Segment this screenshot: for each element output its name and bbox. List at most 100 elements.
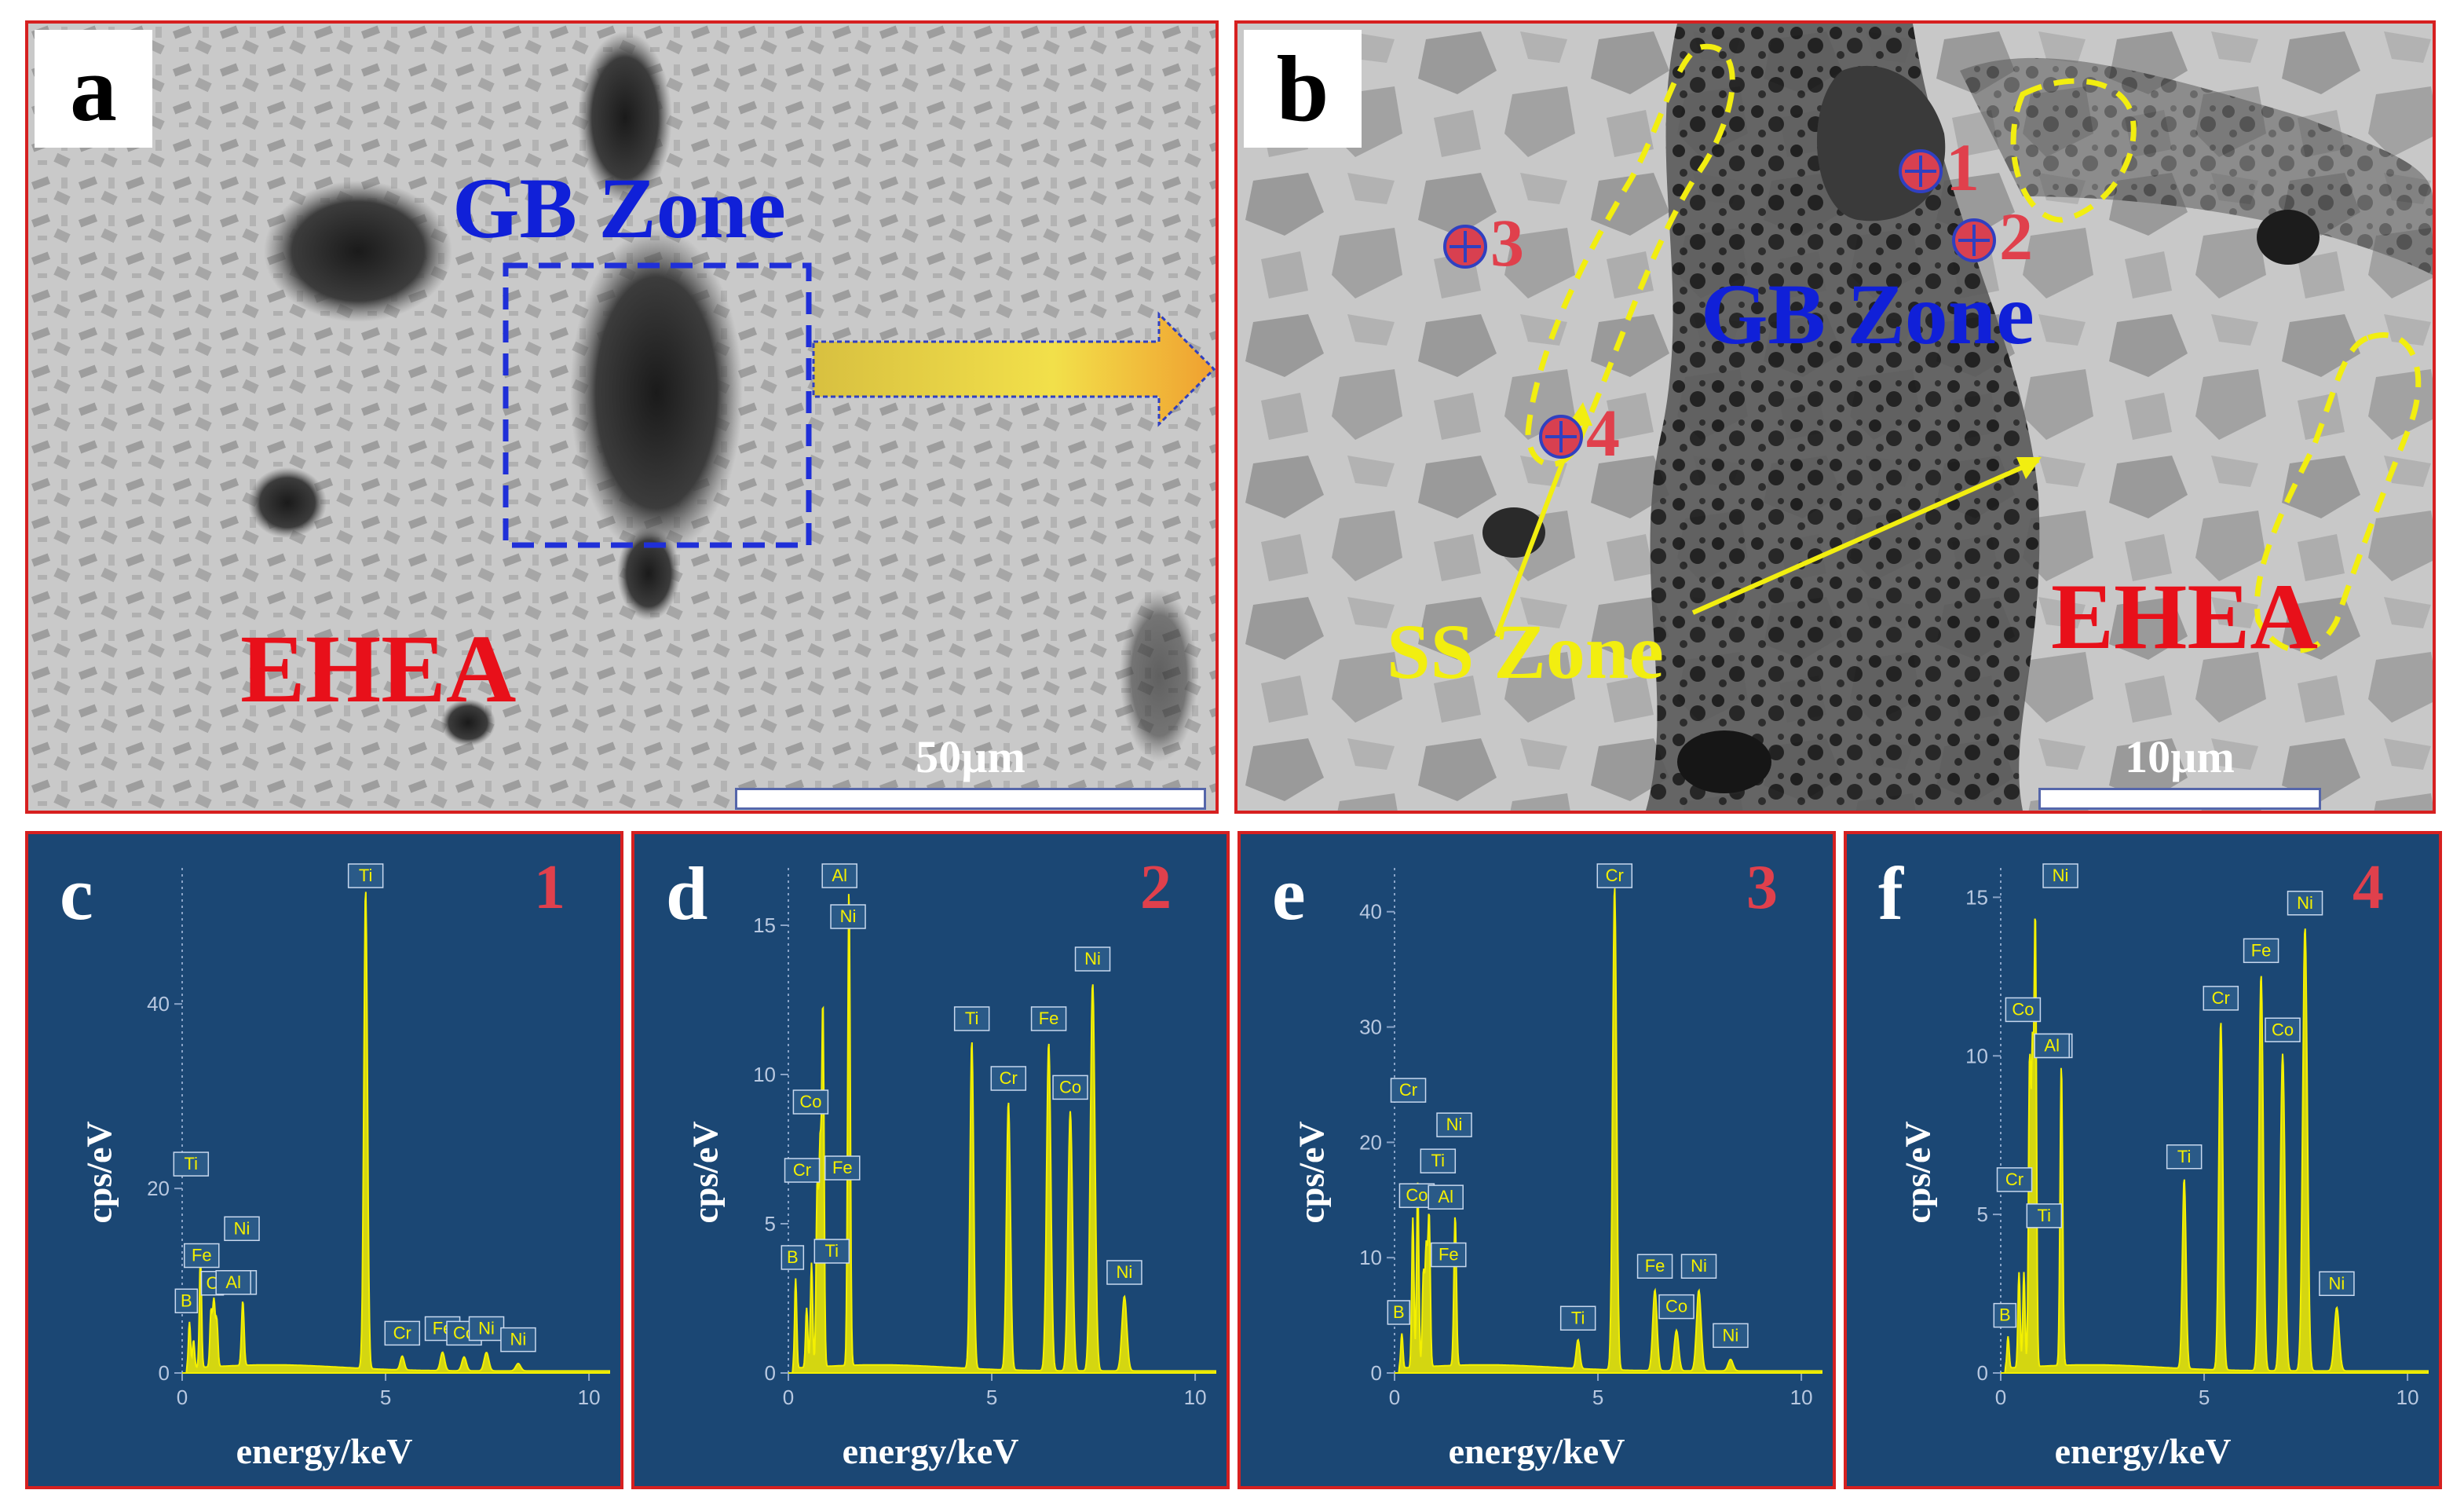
svg-text:Al: Al — [225, 1272, 241, 1292]
peak-label: Ni — [500, 1327, 536, 1353]
spot-number: 1 — [534, 853, 565, 922]
svg-text:Ti: Ti — [185, 1154, 199, 1173]
svg-text:B: B — [181, 1291, 192, 1310]
peak-label: Ni — [2319, 1271, 2355, 1296]
peak-label: Ni — [1106, 1260, 1142, 1285]
eds-spectrum-d: 0 5 10 15 0 5 10 B Ti Cr Fe Co Ni Al Ti Cr Fe Co Ni Ni d 2 … — [631, 831, 1230, 1489]
svg-text:Co: Co — [1406, 1185, 1428, 1205]
svg-text:Fe: Fe — [2251, 940, 2272, 960]
point-label: 3 — [1490, 205, 1524, 280]
y-tick-label: 0 — [1977, 1361, 1988, 1385]
peak-label: Co — [792, 1089, 829, 1115]
panel-letter-d: d — [666, 851, 708, 935]
y-tick-label: 0 — [1371, 1361, 1382, 1385]
peak-label: Al — [1428, 1184, 1464, 1210]
sem-panel-b: b 1 2 3 4 GB Zone SS Zone EHEA 10µm — [1234, 20, 2436, 814]
gb-zone-label-a: GB Zone — [452, 160, 786, 256]
spectrum-series — [182, 891, 610, 1374]
point-label: 4 — [1586, 395, 1620, 470]
svg-text:Ti: Ti — [1431, 1151, 1446, 1170]
svg-text:Fe: Fe — [1039, 1009, 1059, 1028]
peak-label: Ti — [1559, 1305, 1596, 1331]
peak-label: Fe — [1431, 1242, 1467, 1268]
svg-text:Al: Al — [832, 866, 847, 885]
spot-number: 3 — [1746, 853, 1778, 922]
svg-text:Cr: Cr — [393, 1323, 411, 1342]
spectrum-plot: 0 10 20 30 40 0 5 10 B Ti Cr Fe Co Ni Al Ti Cr Fe Co Ni Ni — [1359, 863, 1822, 1409]
y-tick-label: 30 — [1359, 1016, 1382, 1039]
svg-text:Ni: Ni — [2053, 866, 2069, 885]
peak-label: Cr — [1596, 863, 1633, 888]
peak-label: Cr — [990, 1066, 1027, 1091]
ehea-label-a: EHEA — [240, 615, 517, 723]
x-axis-label: energy/keV — [236, 1431, 413, 1471]
svg-text:Ni: Ni — [1084, 949, 1101, 968]
x-axis-label: energy/keV — [1448, 1431, 1625, 1471]
svg-text:Ni: Ni — [478, 1319, 495, 1338]
spot-number: 2 — [1140, 853, 1172, 922]
sem-panel-a: a GB Zone EHEA 50µm — [25, 20, 1219, 814]
svg-text:Cr: Cr — [2212, 988, 2230, 1008]
spectrum-series — [788, 894, 1216, 1374]
peak-label: Ni — [468, 1316, 505, 1342]
peak-label: Co — [1052, 1075, 1088, 1100]
spot-number: 4 — [2352, 853, 2384, 922]
spectrum-series — [2001, 918, 2429, 1374]
x-tick-label: 0 — [1389, 1386, 1400, 1409]
svg-text:Ni: Ni — [1446, 1115, 1463, 1134]
peak-label: B — [174, 1288, 199, 1314]
peak-label: Al — [215, 1270, 251, 1295]
x-tick-label: 5 — [1592, 1386, 1603, 1409]
peak-label: Ni — [2287, 891, 2323, 916]
svg-text:Co: Co — [2272, 1020, 2294, 1039]
x-tick-label: 10 — [578, 1386, 601, 1409]
crosshair-marker-icon — [1952, 218, 1996, 262]
scale-bar-a: 50µm — [735, 730, 1206, 810]
svg-text:B: B — [787, 1247, 799, 1267]
svg-text:B: B — [1999, 1305, 2011, 1325]
peak-label: Co — [2005, 997, 2042, 1023]
peak-label: Ti — [173, 1151, 210, 1177]
y-axis-label: cps/eV — [685, 1120, 726, 1224]
svg-text:Ni: Ni — [1117, 1262, 1133, 1282]
y-tick-label: 15 — [1965, 885, 1988, 909]
svg-text:Cr: Cr — [1000, 1068, 1018, 1088]
svg-text:Ni: Ni — [2329, 1273, 2345, 1293]
peak-label: Ni — [1713, 1323, 1749, 1349]
svg-text:Ti: Ti — [2038, 1206, 2052, 1225]
peak-label: Cr — [1996, 1167, 2033, 1192]
x-axis-label: energy/keV — [2054, 1431, 2232, 1471]
x-tick-label: 10 — [2396, 1386, 2419, 1409]
svg-text:Co: Co — [1059, 1077, 1081, 1096]
svg-text:Fe: Fe — [1645, 1256, 1665, 1276]
y-tick-label: 15 — [753, 913, 776, 937]
svg-text:Cr: Cr — [793, 1160, 811, 1180]
spectrum-plot: 020400510BCTiCoFeNiAlTiCrFeCoNiNi — [147, 863, 610, 1409]
panel-letter-a: a — [35, 30, 152, 148]
peak-label: Ni — [2042, 863, 2078, 888]
y-axis-label: cps/eV — [1897, 1120, 1938, 1224]
peak-label: Cr — [1390, 1078, 1427, 1103]
spectrum-plot: 0 5 10 15 0 5 10 B Ti Cr Fe Co Ni Al Ti Cr Fe Co Ni Ni — [753, 863, 1216, 1409]
svg-text:Fe: Fe — [832, 1158, 853, 1177]
spectrum-series — [1395, 888, 1822, 1374]
svg-text:Ti: Ti — [359, 866, 373, 885]
svg-text:Ti: Ti — [1571, 1308, 1585, 1327]
y-tick-label: 0 — [765, 1361, 776, 1385]
x-tick-label: 5 — [380, 1386, 391, 1409]
svg-text:B: B — [1393, 1302, 1405, 1322]
peak-label: Ni — [830, 904, 866, 929]
svg-text:Ni: Ni — [234, 1218, 250, 1238]
scale-text-b: 10µm — [2125, 731, 2235, 782]
sem-micrograph-a — [28, 24, 1216, 811]
crosshair-marker-icon — [1539, 415, 1583, 459]
peak-label: Ti — [953, 1006, 990, 1031]
peak-label: Ni — [1680, 1254, 1717, 1279]
gb-zone-label-b: GB Zone — [1701, 266, 2034, 362]
svg-text:Al: Al — [1438, 1187, 1453, 1206]
point-label: 2 — [1999, 199, 2033, 274]
peak-label: Ti — [2166, 1144, 2203, 1170]
ehea-label-b: EHEA — [2051, 564, 2319, 668]
peak-label: Al — [2034, 1033, 2070, 1059]
